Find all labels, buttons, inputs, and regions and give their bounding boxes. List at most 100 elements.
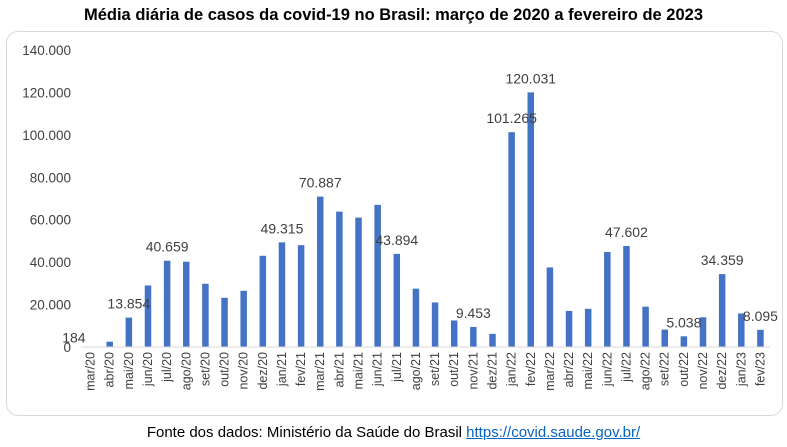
bar <box>144 285 152 347</box>
source-link[interactable]: https://covid.saude.gov.br/ <box>466 424 641 441</box>
x-tick-label: fev/22 <box>524 352 538 386</box>
data-labels: 184 13.854 40.659 49.315 70.887 43.894 9.453 10… <box>62 70 778 345</box>
x-tick-label: out/22 <box>677 352 691 387</box>
x-tick-label: ago/22 <box>639 352 653 390</box>
bar <box>604 251 611 347</box>
x-tick-label: jan/21 <box>275 352 289 387</box>
bar <box>355 217 362 347</box>
y-tick-label: 20.000 <box>30 298 71 313</box>
bar <box>623 246 630 347</box>
bar <box>584 308 592 347</box>
bar <box>297 245 305 347</box>
x-tick-label: out/20 <box>218 352 232 387</box>
x-tick-label: mar/22 <box>543 352 557 391</box>
data-label: 40.659 <box>146 239 189 255</box>
y-tick-label: 40.000 <box>30 255 71 270</box>
source-text: Fonte dos dados: Ministério da Saúde do … <box>146 424 467 441</box>
x-tick-label: set/20 <box>198 352 212 386</box>
y-tick-label: 140.000 <box>22 43 71 58</box>
data-label: 101.265 <box>486 110 537 126</box>
x-tick-label: set/21 <box>428 352 442 386</box>
x-tick-label: dez/21 <box>485 352 499 390</box>
bar <box>699 317 707 347</box>
bar <box>508 132 515 347</box>
y-tick-label: 100.000 <box>22 128 71 143</box>
x-tick-label: abr/20 <box>103 352 117 387</box>
data-label: 43.894 <box>375 232 418 248</box>
x-tick-label: nov/22 <box>696 352 710 390</box>
data-label: 5.038 <box>666 314 701 330</box>
x-tick-label: mai/20 <box>122 352 136 390</box>
source-note: Fonte dos dados: Ministério da Saúde do … <box>0 424 787 441</box>
x-tick-label: set/22 <box>658 352 672 386</box>
bar <box>393 253 401 347</box>
x-tick-label: mar/20 <box>84 352 98 391</box>
data-label: 9.453 <box>456 305 491 321</box>
x-tick-label: ago/20 <box>179 352 193 390</box>
x-tick-label: dez/22 <box>715 352 729 390</box>
bar <box>431 302 439 347</box>
x-tick-label: fev/23 <box>753 352 767 386</box>
x-tick-label: ago/21 <box>409 352 423 390</box>
data-label: 34.359 <box>701 252 744 268</box>
bar <box>125 317 133 347</box>
bar <box>546 267 554 347</box>
chart-area <box>6 31 783 416</box>
x-tick-label: out/21 <box>447 352 461 387</box>
data-label: 70.887 <box>299 175 342 191</box>
bar <box>470 326 477 347</box>
bar <box>661 329 668 347</box>
y-axis: 0 20.000 40.000 60.000 80.000 100.000 120.000 1… <box>22 43 71 355</box>
bar <box>106 341 113 347</box>
x-tick-label: abr/21 <box>332 352 346 387</box>
data-label: 184 <box>62 330 86 346</box>
data-label: 47.602 <box>605 224 648 240</box>
bar <box>527 92 535 347</box>
x-tick-label: jun/21 <box>371 352 385 387</box>
data-label: 49.315 <box>261 220 304 236</box>
bar <box>374 204 381 347</box>
y-tick-label: 80.000 <box>30 170 71 185</box>
x-tick-label: fev/21 <box>294 352 308 386</box>
bar <box>450 320 458 347</box>
bar <box>738 313 745 347</box>
x-tick-label: jun/22 <box>600 352 614 387</box>
x-tick-label: jan/23 <box>734 352 748 387</box>
bar <box>642 306 649 347</box>
chart-title: Média diária de casos da covid-19 no Bra… <box>83 6 704 24</box>
bars <box>87 92 764 347</box>
x-tick-label: jan/22 <box>505 352 519 387</box>
bar <box>163 260 171 347</box>
bar <box>316 196 324 347</box>
x-tick-label: mar/21 <box>313 352 327 391</box>
x-tick-label: mai/21 <box>352 352 366 390</box>
x-tick-label: abr/22 <box>562 352 576 387</box>
x-tick-label: nov/21 <box>466 352 480 390</box>
bar <box>183 261 190 347</box>
x-tick-label: dez/20 <box>256 352 270 390</box>
bar <box>278 242 286 347</box>
y-tick-label: 0 <box>63 340 71 355</box>
x-tick-label: mai/22 <box>581 352 595 390</box>
x-axis: mar/20 abr/20 mai/20 jun/20 jul/20 ago/20 set/… <box>84 352 768 391</box>
data-label: 8.095 <box>743 308 778 324</box>
bar <box>202 283 209 347</box>
bar <box>757 329 764 347</box>
data-label: 13.854 <box>107 296 150 312</box>
bar <box>221 297 228 347</box>
bar <box>259 255 267 347</box>
bar <box>489 333 496 347</box>
y-tick-label: 60.000 <box>30 213 71 228</box>
y-tick-label: 120.000 <box>22 85 71 100</box>
bar <box>565 310 573 347</box>
bar <box>412 288 420 347</box>
x-tick-label: nov/20 <box>237 352 251 390</box>
bar <box>680 336 688 347</box>
bar <box>336 211 343 347</box>
x-tick-label: jul/21 <box>390 352 404 383</box>
x-tick-label: jun/20 <box>141 352 155 387</box>
bar <box>240 290 247 347</box>
x-tick-label: jul/20 <box>160 352 174 383</box>
x-tick-label: jul/22 <box>619 352 633 383</box>
